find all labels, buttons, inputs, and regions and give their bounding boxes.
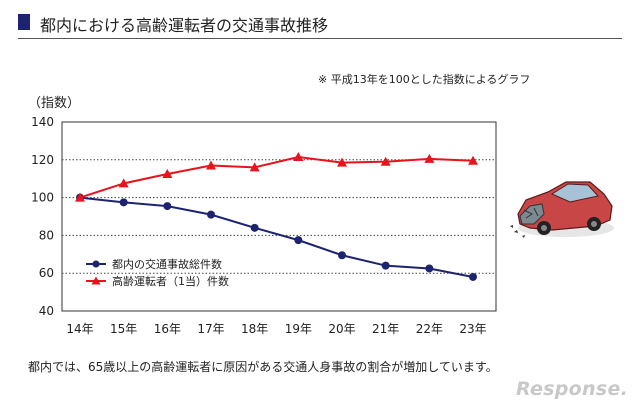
y-tick-label: 60 (39, 266, 54, 280)
data-point (206, 160, 216, 170)
data-point (425, 264, 434, 273)
data-point (469, 272, 477, 281)
x-tick-label: 22年 (416, 322, 443, 336)
caption: 都内では、65歳以上の高齢運転者に原因がある交通人身事故の割合が増加しています。 (28, 360, 498, 374)
y-tick-label: 100 (31, 191, 54, 205)
data-point (75, 192, 85, 202)
plot-frame (61, 121, 497, 312)
x-tick-label: 16年 (154, 322, 181, 336)
data-point (162, 168, 173, 178)
x-tick-label: 14年 (66, 322, 93, 336)
data-point (294, 236, 303, 245)
series-line-1 (79, 196, 474, 278)
data-point (163, 202, 172, 211)
x-tick-label: 20年 (328, 322, 355, 336)
title-marker (18, 14, 30, 30)
data-point (119, 198, 128, 207)
x-tick-label: 18年 (241, 322, 268, 336)
legend-marker (91, 276, 101, 285)
crashed-car-illustration (510, 181, 614, 238)
y-tick-label: 80 (39, 228, 54, 242)
title-bar: 都内における高齢運転者の交通事故推移 (18, 10, 622, 39)
series-line-2 (79, 155, 474, 199)
legend-label: 都内の交通事故総件数 (112, 257, 222, 271)
chart-note: ※ 平成13年を100とした指数によるグラフ (318, 73, 531, 86)
data-point (424, 153, 435, 163)
data-point (207, 210, 215, 219)
data-point (118, 178, 129, 188)
data-point (381, 261, 390, 270)
response-logo: Response. (506, 378, 628, 402)
data-point (250, 223, 259, 232)
x-tick-label: 17年 (197, 322, 224, 336)
data-point (338, 251, 346, 260)
x-tick-label: 21年 (372, 322, 399, 336)
data-point (293, 151, 304, 161)
data-point (249, 162, 260, 172)
x-tick-label: 15年 (110, 322, 137, 336)
data-point (337, 157, 347, 167)
y-tick-label: 140 (31, 115, 54, 129)
response-logo-text: Response. (516, 378, 629, 400)
legend-marker (92, 260, 100, 268)
x-tick-label: 23年 (459, 322, 486, 336)
y-tick-label: 120 (31, 153, 54, 167)
legend-label: 高齢運転者（1当）件数 (112, 274, 229, 288)
y-axis-label: （指数） (28, 96, 80, 111)
data-point (380, 156, 391, 166)
data-point (468, 155, 478, 165)
chart-title: 都内における高齢運転者の交通事故推移 (40, 16, 329, 35)
x-tick-label: 19年 (285, 322, 312, 336)
y-tick-label: 40 (39, 304, 54, 318)
